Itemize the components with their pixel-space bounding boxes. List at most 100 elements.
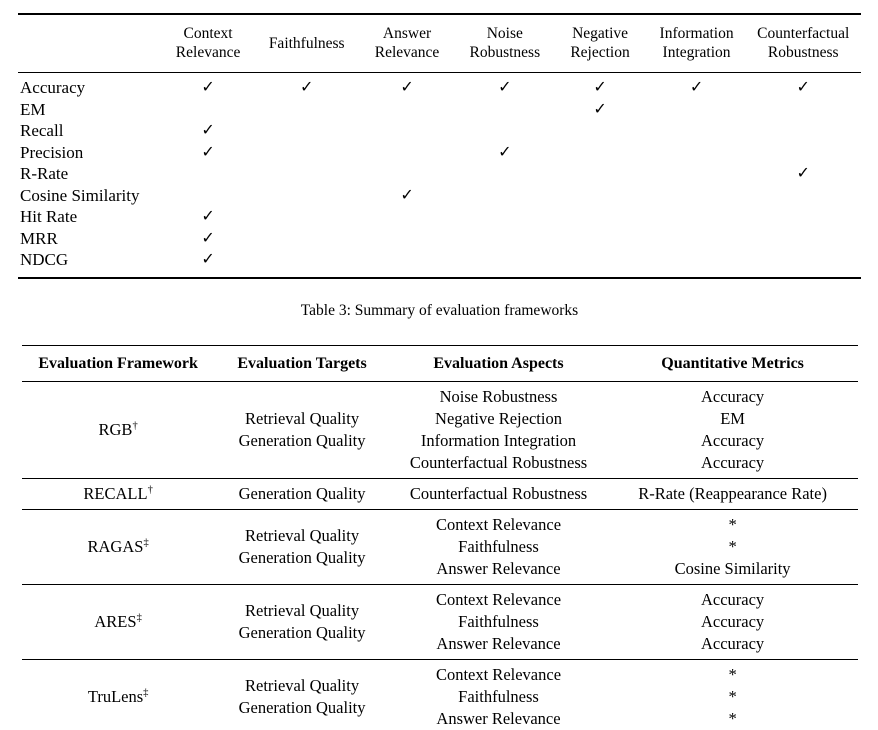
framework-row: RAGAS‡ Retrieval Quality Generation Qualit… [22,509,858,584]
empty-cell [257,185,357,207]
evaluation-targets-cell: Retrieval Quality Generation Quality [214,509,390,584]
evaluation-aspects-cell: Context Relevance Faithfulness Answer Rele… [390,659,607,730]
aspect-header-line: Negative [572,25,629,42]
empty-cell [745,142,861,164]
quantitative-metrics-cell: Accuracy EM Accuracy Accuracy [607,381,858,478]
empty-cell [357,206,457,228]
metric-line: R-Rate (Reappearance Rate) [638,483,827,503]
check-mark-cell: ✓ [400,186,414,204]
aspect-line: Faithfulness [458,536,539,556]
aspect-column-header: Noise Robustness [457,14,552,73]
metric-line: * [728,536,737,556]
metric-line: Accuracy [700,633,765,653]
empty-cell [648,99,746,121]
check-mark-cell: ✓ [498,79,512,96]
framework-name-cell: RGB† [22,381,214,478]
empty-cell [357,163,457,185]
aspect-line: Negative Rejection [435,408,562,428]
aspect-line: Context Relevance [435,589,562,609]
quantitative-metrics-cell: R-Rate (Reappearance Rate) [607,478,858,509]
aspect-header-line: Robustness [767,44,839,61]
empty-cell [552,163,647,185]
empty-cell [457,99,552,121]
empty-cell [648,142,746,164]
aspect-line: Answer Relevance [436,558,561,578]
metric-line: * [728,686,737,706]
matrix-row: Accuracy ✓ ✓ ✓ ✓ ✓ ✓ ✓ [18,73,861,99]
aspect-line: Answer Relevance [436,633,561,653]
check-mark-cell: ✓ [201,229,215,247]
metric-label: Precision [20,142,84,162]
metric-line: Cosine Similarity [674,558,791,578]
empty-cell [357,228,457,250]
evaluation-targets-cell: Generation Quality [214,478,390,509]
empty-cell [457,249,552,278]
check-mark-cell: ✓ [689,79,704,96]
check-mark-cell: ✓ [593,100,607,118]
aspect-header-line: Integration [662,44,731,61]
framework-dagger-symbol: ‡ [136,612,142,623]
aspect-header-line: Rejection [570,44,630,61]
metric-label: Accuracy [20,78,86,97]
empty-cell [648,163,746,185]
empty-cell [257,163,357,185]
aspect-line: Counterfactual Robustness [409,452,588,472]
metric-label: R-Rate [20,164,69,183]
frameworks-column-header: Evaluation Framework [38,354,198,372]
aspect-header-line: Noise [486,25,523,42]
empty-cell [357,99,457,121]
empty-cell [648,228,746,250]
aspect-line: Counterfactual Robustness [409,483,588,503]
evaluation-aspects-cell: Context Relevance Faithfulness Answer Rele… [390,584,607,659]
target-line: Retrieval Quality [244,525,360,545]
evaluation-aspects-cell: Context Relevance Faithfulness Answer Rele… [390,509,607,584]
target-line: Retrieval Quality [244,600,360,620]
aspect-line: Answer Relevance [436,708,561,728]
empty-cell [457,163,552,185]
aspect-line: Information Integration [420,430,577,450]
metric-line: * [728,708,737,728]
metric-line: EM [720,408,745,428]
metric-label: EM [20,99,46,119]
empty-cell [745,99,861,121]
framework-row: TruLens‡ Retrieval Quality Generation Qual… [22,659,858,730]
aspect-line: Context Relevance [435,514,562,534]
empty-cell [160,163,257,185]
aspect-column-header: Context Relevance [160,14,257,73]
empty-cell [457,206,552,228]
empty-cell [552,120,647,142]
matrix-row: Hit Rate ✓ [18,206,861,228]
framework-row: RGB† Retrieval Quality Generation Quality N… [22,381,858,478]
matrix-row: Cosine Similarity ✓ [18,185,861,207]
metric-label: NDCG [20,250,69,269]
frameworks-column-header: Quantitative Metrics [661,354,804,372]
evaluation-aspects-cell: Noise Robustness Negative Rejection Inform… [390,381,607,478]
check-mark-cell: ✓ [201,79,215,96]
metric-line: Accuracy [700,611,765,631]
empty-cell [648,185,746,207]
check-mark-cell: ✓ [400,79,414,96]
metric-line: Accuracy [700,452,765,472]
empty-cell [745,249,861,278]
quantitative-metrics-cell: * * * [607,659,858,730]
check-mark-cell: ✓ [201,251,215,268]
aspect-column-header: Faithfulness [257,14,357,73]
evaluation-targets-cell: Retrieval Quality Generation Quality [214,584,390,659]
frameworks-table-body: RGB† Retrieval Quality Generation Quality N… [22,381,858,730]
metrics-aspects-matrix-table: Context Relevance Faithfulness Answer Releva… [18,13,861,279]
empty-cell [745,185,861,207]
check-mark-cell: ✓ [300,79,314,96]
empty-cell [552,142,647,164]
check-mark-cell: ✓ [593,79,607,96]
matrix-header-row: Context Relevance Faithfulness Answer Releva… [18,14,861,73]
aspect-line: Context Relevance [435,664,562,684]
framework-name: RECALL [83,483,148,503]
target-line: Generation Quality [238,622,366,642]
framework-name: RAGAS [87,536,144,556]
empty-cell [648,206,746,228]
matrix-row: Recall ✓ [18,120,861,142]
empty-cell [160,99,257,121]
empty-cell [745,120,861,142]
empty-cell [648,120,746,142]
